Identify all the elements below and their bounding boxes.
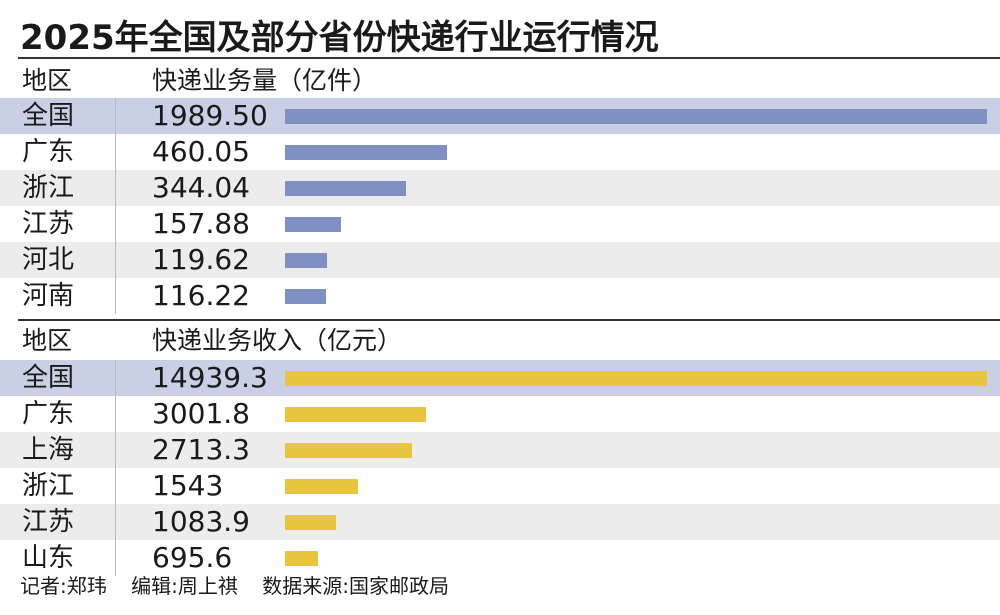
data-source: 数据来源:国家邮政局 [262,574,449,598]
column-divider [115,360,116,576]
table-row: 全国 1989.50 [0,98,1000,134]
region-column-header: 地区 [22,66,73,95]
bar [285,407,427,422]
table-row: 全国 14939.3 [0,360,1000,396]
bar [285,551,318,566]
region-label: 全国 [22,101,75,131]
region-label: 山东 [22,543,75,573]
value-label: 157.88 [152,207,250,240]
value-label: 344.04 [152,171,250,204]
table-row: 上海 2713.3 [0,432,1000,468]
value-label: 2713.3 [152,433,250,466]
table-row: 广东 460.05 [0,134,1000,170]
bar [285,145,448,160]
region-label: 浙江 [22,471,75,501]
bar [285,479,358,494]
value-label: 1543 [152,469,224,502]
table-row: 山东 695.6 [0,540,1000,576]
bar [285,181,407,196]
value-label: 1083.9 [152,505,250,538]
chart-title: 2025年全国及部分省份快递行业运行情况 [20,18,659,58]
value-label: 1989.50 [152,99,268,132]
region-label: 江苏 [22,507,75,537]
bar [285,217,341,232]
bar [285,289,326,304]
table-row: 河北 119.62 [0,242,1000,278]
table-row: 江苏 1083.9 [0,504,1000,540]
region-label: 上海 [22,435,75,465]
table-row: 浙江 344.04 [0,170,1000,206]
bar [285,371,987,386]
value-column-header: 快递业务量（亿件） [152,66,378,95]
editor-credit: 编辑:周上祺 [131,574,238,598]
table-row: 广东 3001.8 [0,396,1000,432]
table-row: 江苏 157.88 [0,206,1000,242]
region-label: 广东 [22,137,75,167]
region-label: 河北 [22,245,75,275]
bar [285,253,328,268]
title-rule [18,57,1000,59]
bar [285,515,336,530]
region-column-header: 地区 [22,326,73,355]
section-divider [18,319,1000,321]
value-column-header: 快递业务收入（亿元） [152,326,403,355]
footer: 记者:郑玮 编辑:周上祺 数据来源:国家邮政局 [20,571,467,601]
reporter-credit: 记者:郑玮 [20,574,107,598]
bar [285,109,987,124]
region-label: 江苏 [22,209,75,239]
region-label: 浙江 [22,173,75,203]
value-label: 116.22 [152,279,250,312]
region-label: 全国 [22,363,75,393]
value-label: 695.6 [152,541,233,574]
region-label: 广东 [22,399,75,429]
region-label: 河南 [22,281,75,311]
value-label: 460.05 [152,135,250,168]
value-label: 14939.3 [152,361,268,394]
table-row: 浙江 1543 [0,468,1000,504]
value-label: 119.62 [152,243,250,276]
column-divider [115,98,116,314]
value-label: 3001.8 [152,397,250,430]
table-row: 河南 116.22 [0,278,1000,314]
bar [285,443,413,458]
